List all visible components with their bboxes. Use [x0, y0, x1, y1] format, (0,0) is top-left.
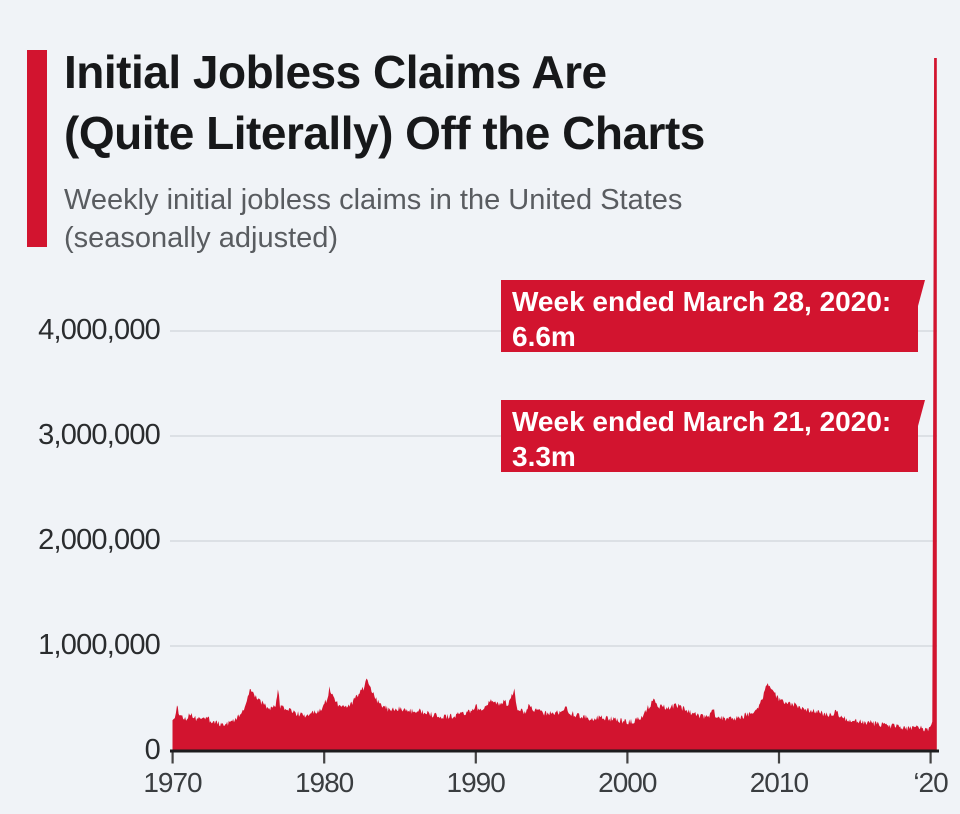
y-axis-label-4m: 4,000,000: [38, 314, 161, 346]
x-axis-label-1980: 1980: [294, 767, 354, 798]
page-subtitle: Weekly initial jobless claims in the Uni…: [64, 181, 682, 257]
x-axis-label-2010: 2010: [749, 767, 809, 798]
x-axis-label-2020: ‘20: [913, 767, 948, 798]
page-title-line-2: (Quite Literally) Off the Charts: [64, 107, 705, 159]
title-accent-bar: [27, 50, 47, 247]
annotation-label: Week ended March 28, 2020:: [512, 286, 892, 317]
y-axis-label-1m: 1,000,000: [38, 629, 161, 661]
x-axis-label-2000: 2000: [598, 767, 657, 798]
page-subtitle-line-2: (seasonally adjusted): [64, 222, 339, 254]
annotation-label: Week ended March 21, 2020:: [512, 406, 892, 437]
x-axis-label-1970: 1970: [143, 767, 202, 798]
y-axis-label-2m: 2,000,000: [38, 524, 161, 556]
y-axis-label-3m: 3,000,000: [38, 419, 161, 451]
page-title: Initial Jobless Claims Are (Quite Litera…: [64, 42, 705, 164]
annotation-week-ended-march-28-2020: Week ended March 28, 2020: 6.6m: [501, 280, 925, 352]
annotation-value: 6.6m: [512, 321, 576, 352]
page-subtitle-line-1: Weekly initial jobless claims in the Uni…: [64, 184, 683, 216]
annotation-value: 3.3m: [512, 441, 576, 472]
x-axis-label-1990: 1990: [446, 767, 506, 798]
annotation-week-ended-march-21-2020: Week ended March 21, 2020: 3.3m: [501, 400, 925, 472]
y-axis-label-0: 0: [144, 734, 161, 766]
page-title-line-1: Initial Jobless Claims Are: [64, 46, 607, 98]
